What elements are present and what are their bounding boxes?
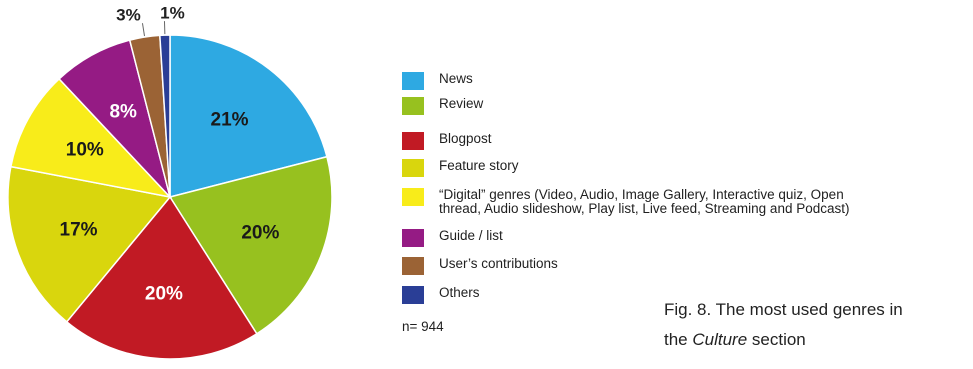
legend-label-users-contributions: User’s contributions — [439, 256, 558, 271]
figure-caption-section-name: Culture — [692, 330, 748, 349]
figure-caption-line2-post: section — [747, 330, 806, 349]
pie-label-user-s-contributions: 3% — [116, 6, 141, 25]
figure-caption-line2: the Culture section — [664, 325, 903, 355]
pie-slice-news — [169, 34, 328, 198]
pie-slice-digital-genres-video-aud — [9, 77, 173, 199]
legend-item-blogpost: Blogpost — [402, 132, 492, 150]
pie-chart-svg: 21% 20% 20% 17% 10%8% 3% 1% — [7, 4, 333, 360]
pie-label-news: 21% — [211, 110, 249, 131]
pie-slice-feature-story — [7, 165, 172, 323]
pie-slice-others — [159, 34, 171, 198]
pie-label-review: 20% — [241, 222, 279, 243]
legend-swatch-feature-story — [402, 159, 424, 177]
legend-item-feature-story: Feature story — [402, 159, 519, 177]
pie-leader-user-s-contributions — [141, 23, 145, 37]
pie-label-guide-list: 8% — [109, 101, 137, 122]
legend-label-review: Review — [439, 96, 484, 111]
legend-swatch-review — [402, 97, 424, 115]
legend-label-digital-genres-line2: thread, Audio slideshow, Play list, Live… — [439, 201, 850, 216]
legend-item-guide-list: Guide / list — [402, 229, 503, 247]
legend-item-review: Review — [402, 97, 483, 115]
legend-label-blogpost: Blogpost — [439, 131, 492, 146]
legend-item-digital-genres: “Digital” genres (Video, Audio, Image Ga… — [402, 188, 849, 216]
legend-item-news: News — [402, 72, 473, 90]
legend-item-users-contributions: User’s contributions — [402, 257, 558, 275]
legend-swatch-users-contributions — [402, 257, 424, 275]
legend-label-digital-genres: “Digital” genres (Video, Audio, Image Ga… — [439, 188, 849, 216]
legend-swatch-digital-genres — [402, 188, 424, 206]
pie-slice-review — [168, 155, 333, 335]
legend-label-guide-list: Guide / list — [439, 228, 503, 243]
pie-chart: 21% 20% 20% 17% 10% 8% 3% 1% — [0, 0, 350, 369]
pie-slice-blogpost — [65, 195, 258, 360]
pie-label-others: 1% — [160, 4, 185, 23]
pie-label-feature-story: 17% — [60, 219, 98, 240]
legend-label-others: Others — [439, 285, 480, 300]
legend-item-others: Others — [402, 286, 480, 304]
pie-label-blogpost: 20% — [145, 284, 183, 305]
pie-label-digital-genres-video-aud: 10% — [66, 140, 104, 161]
figure-caption-line2-pre: the — [664, 330, 693, 349]
figure-caption: Fig. 8. The most used genres in the Cult… — [664, 295, 903, 355]
legend-label-digital-genres-line1: “Digital” genres (Video, Audio, Image Ga… — [439, 187, 844, 202]
legend-swatch-others — [402, 286, 424, 304]
legend-label-news: News — [439, 71, 473, 86]
sample-size-label: n= 944 — [402, 319, 444, 334]
legend-swatch-news — [402, 72, 424, 90]
figure-caption-line1: Fig. 8. The most used genres in — [664, 300, 903, 319]
legend-swatch-guide-list — [402, 229, 424, 247]
legend-swatch-blogpost — [402, 132, 424, 150]
legend-label-feature-story: Feature story — [439, 158, 519, 173]
